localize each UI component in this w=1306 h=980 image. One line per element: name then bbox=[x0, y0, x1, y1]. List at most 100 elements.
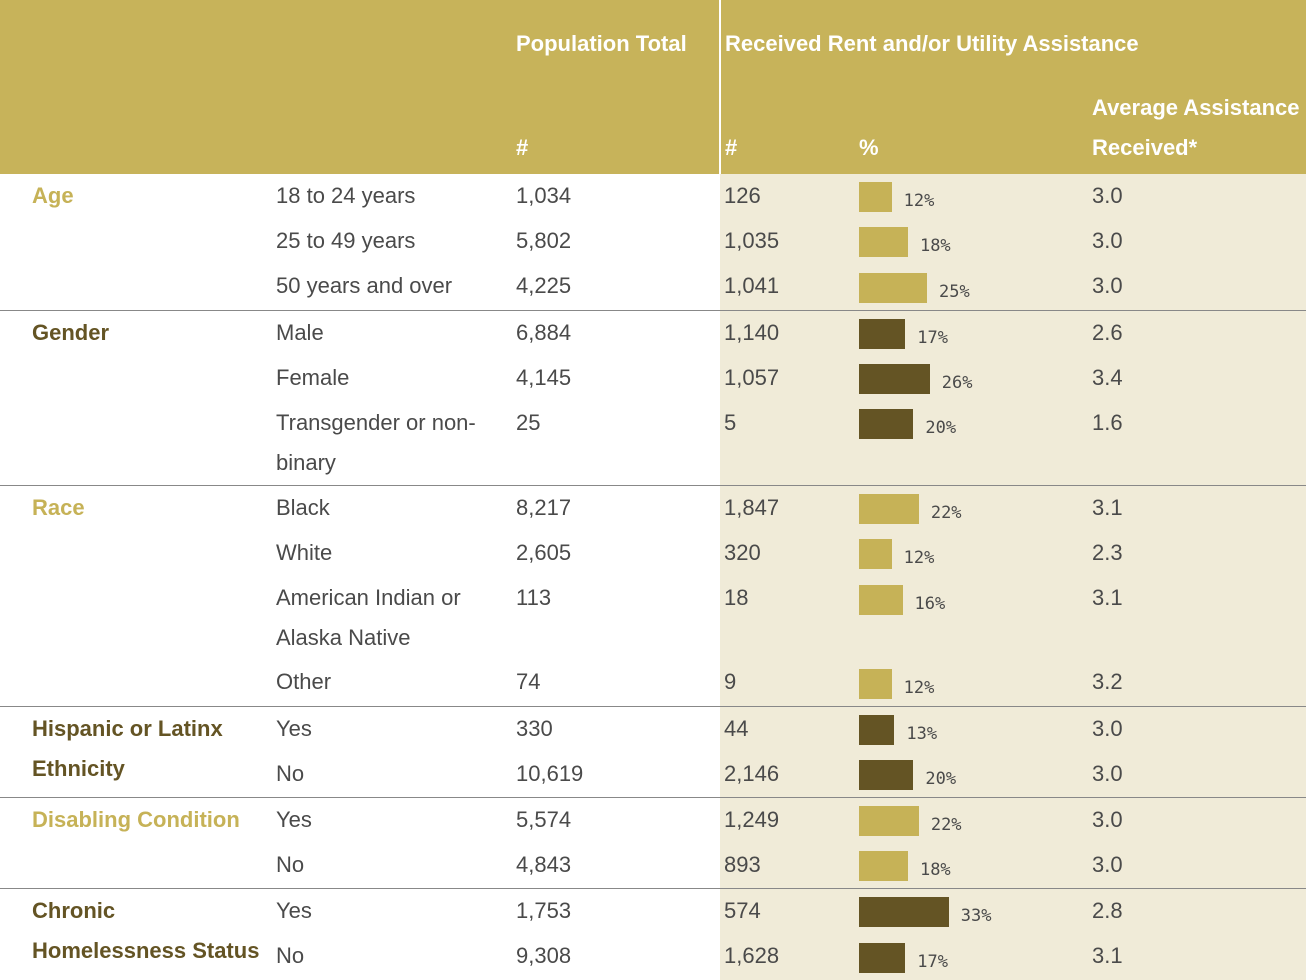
percent-cell: 16% bbox=[855, 576, 1088, 661]
percent-label: 18% bbox=[919, 860, 951, 881]
percent-label: 22% bbox=[930, 815, 962, 836]
percent-bar bbox=[859, 851, 908, 882]
header-blank bbox=[0, 88, 512, 174]
row: No 10,619 2,146 20% 3.0 bbox=[0, 751, 1306, 798]
percent-bar bbox=[859, 318, 906, 349]
population: 5,574 bbox=[512, 796, 720, 844]
population: 9,308 bbox=[516, 943, 572, 969]
percent-cell: 18% bbox=[855, 219, 1088, 265]
population: 10,619 bbox=[516, 760, 584, 786]
row: No 4,843 893 18% 3.0 bbox=[0, 843, 1306, 889]
count: 893 bbox=[720, 843, 855, 889]
count: 1,140 bbox=[720, 309, 855, 356]
row: White 2,605 320 12% 2.3 bbox=[0, 531, 1306, 577]
header-count: # bbox=[719, 88, 855, 174]
row-label: Yes bbox=[272, 796, 512, 844]
row: Gender Male 6,884 1,140 17% 2.6 bbox=[0, 309, 1306, 486]
row-label: 25 to 49 years bbox=[276, 228, 416, 254]
population: 25 bbox=[516, 409, 541, 435]
percent-cell: 12% bbox=[855, 174, 1088, 220]
population: 2,605 bbox=[516, 540, 572, 566]
group-name: Disabling Condition bbox=[0, 796, 272, 889]
percent-label: 16% bbox=[914, 593, 946, 614]
average: 3.0 bbox=[1088, 219, 1306, 265]
population: 6,884 bbox=[512, 309, 720, 356]
percent-bar bbox=[859, 942, 906, 973]
group-name: Age bbox=[32, 183, 74, 208]
count: 574 bbox=[720, 888, 855, 935]
percent-label: 20% bbox=[925, 768, 957, 789]
count: 18 bbox=[720, 576, 855, 661]
row-label: White bbox=[276, 540, 333, 566]
count: 44 bbox=[720, 705, 855, 752]
percent-label: 26% bbox=[941, 372, 973, 393]
population: 74 bbox=[516, 669, 541, 695]
table-body: Age 18 to 24 years 1,034 126 12% 3.0 25 to 49 … bbox=[0, 174, 1306, 980]
percent-cell: 17% bbox=[855, 934, 1088, 980]
percent-label: 33% bbox=[960, 906, 992, 927]
percent-bar bbox=[859, 363, 930, 394]
percent-cell: 18% bbox=[855, 843, 1088, 889]
percent-label: 12% bbox=[903, 677, 935, 698]
percent-label: 12% bbox=[903, 191, 935, 212]
count: 2,146 bbox=[720, 751, 855, 798]
group-name: Hispanic or Latinx Ethnicity bbox=[0, 705, 272, 798]
row-label: 18 to 24 years bbox=[276, 183, 416, 208]
row: Chronic Homelessness Status Yes 1,753 574 33… bbox=[0, 888, 1306, 980]
count: 1,847 bbox=[720, 484, 855, 532]
percent-cell: 22% bbox=[855, 796, 1088, 844]
row: Female 4,145 1,057 26% 3.4 bbox=[0, 355, 1306, 401]
row-label: Other bbox=[276, 669, 332, 695]
row-label: No bbox=[276, 943, 305, 969]
average: 2.3 bbox=[1088, 531, 1306, 577]
row: Race Black 8,217 1,847 22% 3.1 bbox=[0, 484, 1306, 706]
row-label: Yes bbox=[272, 888, 512, 935]
group-name: Chronic Homelessness Status bbox=[0, 888, 272, 980]
average: 3.1 bbox=[1088, 484, 1306, 532]
population: 1,034 bbox=[516, 183, 572, 208]
average: 1.6 bbox=[1088, 400, 1306, 486]
count: 1,249 bbox=[720, 796, 855, 844]
percent-label: 12% bbox=[903, 548, 935, 569]
percent-cell: 20% bbox=[855, 400, 1088, 486]
average: 2.8 bbox=[1088, 888, 1306, 935]
percent-bar bbox=[859, 494, 919, 525]
percent-bar bbox=[859, 227, 908, 258]
header-blank bbox=[0, 0, 512, 88]
row: Disabling Condition Yes 5,574 1,249 22% 3.0 bbox=[0, 796, 1306, 889]
header-percent: % bbox=[855, 88, 1088, 174]
percent-bar bbox=[859, 409, 914, 440]
header-population: Population Total bbox=[512, 0, 720, 88]
row-label: Yes bbox=[272, 705, 512, 752]
count: 1,057 bbox=[720, 355, 855, 401]
percent-bar bbox=[859, 897, 949, 928]
percent-bar bbox=[859, 759, 914, 790]
percent-label: 17% bbox=[917, 951, 948, 972]
percent-label: 13% bbox=[906, 723, 938, 744]
population: 5,802 bbox=[516, 228, 572, 254]
percent-bar bbox=[859, 668, 892, 699]
percent-label: 25% bbox=[939, 281, 970, 302]
row-label: Black bbox=[272, 484, 512, 532]
header-average: Average Assistance Received* bbox=[1088, 88, 1306, 174]
average: 2.6 bbox=[1088, 309, 1306, 356]
row-label: Male bbox=[272, 309, 512, 356]
percent-label: 22% bbox=[930, 503, 962, 524]
row: Transgender or non-binary 25 5 20% 1.6 bbox=[0, 400, 1306, 486]
percent-label: 17% bbox=[917, 327, 948, 348]
percent-bar bbox=[859, 584, 903, 615]
percent-label: 20% bbox=[925, 418, 957, 439]
count: 320 bbox=[720, 531, 855, 577]
percent-bar bbox=[859, 539, 892, 570]
percent-bar bbox=[859, 272, 927, 303]
percent-bar bbox=[859, 714, 895, 745]
average: 3.0 bbox=[1088, 796, 1306, 844]
percent-cell: 26% bbox=[855, 355, 1088, 401]
population: 8,217 bbox=[512, 484, 720, 532]
row-label: Female bbox=[276, 364, 350, 390]
group-name: Race bbox=[0, 484, 272, 706]
header-received: Received Rent and/or Utility Assistance bbox=[718, 0, 1306, 88]
count: 1,041 bbox=[720, 264, 855, 311]
count: 1,628 bbox=[720, 934, 855, 980]
